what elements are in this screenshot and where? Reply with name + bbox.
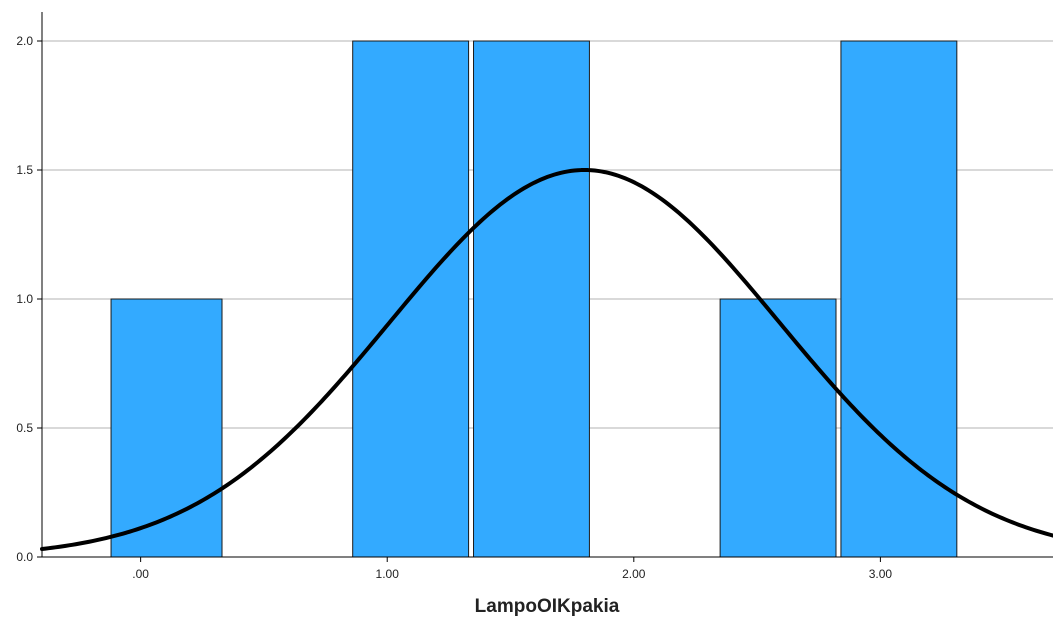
x-tick-labels: .00 1.00 2.00 3.00 (132, 567, 892, 581)
x-axis-title: LampoOIKpakia (475, 596, 620, 617)
y-tick-label-1: 0.5 (16, 421, 33, 435)
y-tick-label-3: 1.5 (16, 163, 33, 177)
normal-curve-layer (40, 168, 1053, 551)
x-tick-label-2: 2.00 (622, 567, 646, 581)
histogram-bars (110, 40, 958, 558)
x-tick-label-0: .00 (132, 567, 149, 581)
normal-curve (40, 168, 1053, 551)
y-tick-label-0: 0.0 (16, 550, 33, 564)
histogram-bar-4 (840, 40, 958, 558)
histogram-bar-2 (473, 40, 590, 558)
histogram-bar-0 (110, 298, 223, 558)
y-tick-label-4: 2.0 (16, 34, 33, 48)
y-tick-labels: 0.0 0.5 1.0 1.5 2.0 (16, 34, 33, 564)
axes (37, 12, 1053, 562)
x-tick-label-3: 3.00 (869, 567, 893, 581)
histogram-bar-3 (719, 298, 837, 558)
x-tick-label-1: 1.00 (376, 567, 400, 581)
y-tick-label-2: 1.0 (16, 292, 33, 306)
